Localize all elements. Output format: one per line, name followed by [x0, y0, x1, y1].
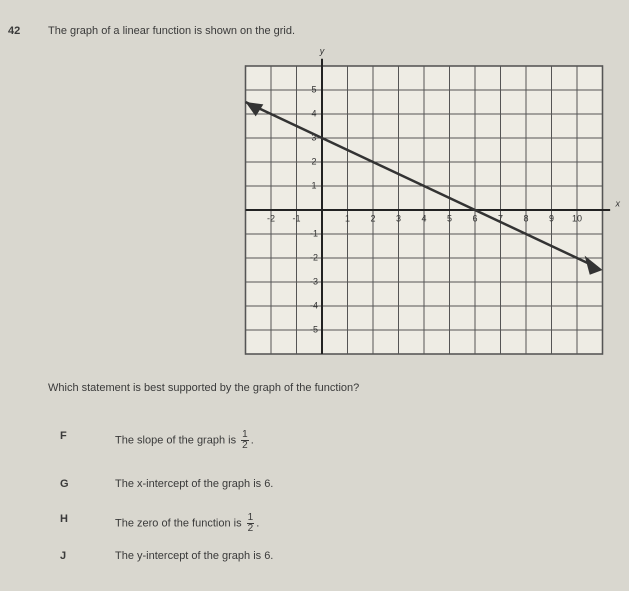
x-tick-label: 7: [498, 213, 503, 223]
option-letter: J: [60, 550, 67, 562]
x-tick-label: 5: [447, 213, 452, 223]
x-tick-label: 2: [370, 213, 375, 223]
option-letter: F: [60, 430, 67, 442]
axis-label: y: [319, 46, 325, 56]
period: .: [256, 517, 260, 530]
function-line: [244, 100, 598, 269]
y-tick-label: -2: [310, 252, 318, 262]
x-tick-label: -2: [267, 213, 275, 223]
denominator: 2: [247, 523, 254, 534]
numerator: 1: [246, 512, 255, 524]
arrowhead: [584, 255, 603, 275]
option-text: The y-intercept of the graph is 6.: [115, 550, 274, 562]
y-tick-label: -4: [310, 300, 318, 310]
prompt: Which statement is best supported by the…: [48, 382, 360, 394]
x-tick-label: 3: [396, 213, 401, 223]
period: .: [250, 434, 254, 447]
x-tick-label: 4: [421, 213, 426, 223]
question-number: 42: [8, 25, 21, 37]
option-text: The x-intercept of the graph is 6.: [115, 478, 274, 490]
option-sentence: The zero of the function is: [115, 517, 242, 530]
y-tick-label: -5: [310, 324, 318, 334]
y-tick-label: 1: [311, 180, 316, 190]
y-tick-label: 3: [311, 132, 316, 142]
x-tick-label: 10: [572, 213, 582, 223]
axis-label: x: [615, 198, 621, 208]
graph: x y -2 -1 1 2 3 4 5 6 7 8 9 10 5 4 3 2 1 -1 -2 -3 -4 -5: [244, 46, 621, 355]
y-tick-label: 5: [311, 84, 316, 94]
question-text: The graph of a linear function is shown …: [48, 25, 296, 37]
x-tick-label: 1: [345, 213, 350, 223]
y-tick-label: 4: [311, 108, 316, 118]
x-tick-label: 8: [523, 213, 528, 223]
option-letter: H: [60, 513, 68, 525]
numerator: 1: [241, 429, 249, 441]
option-letter: G: [60, 478, 69, 490]
y-tick-label: 2: [311, 156, 316, 166]
x-tick-label: 9: [549, 213, 554, 223]
arrowhead: [245, 102, 264, 117]
denominator: 2: [242, 440, 248, 451]
x-tick-label: 6: [472, 213, 477, 223]
x-tick-label: -1: [292, 213, 300, 223]
option-sentence: The slope of the graph is: [115, 434, 237, 447]
y-tick-label: -1: [310, 228, 318, 238]
y-tick-label: -3: [310, 276, 318, 286]
